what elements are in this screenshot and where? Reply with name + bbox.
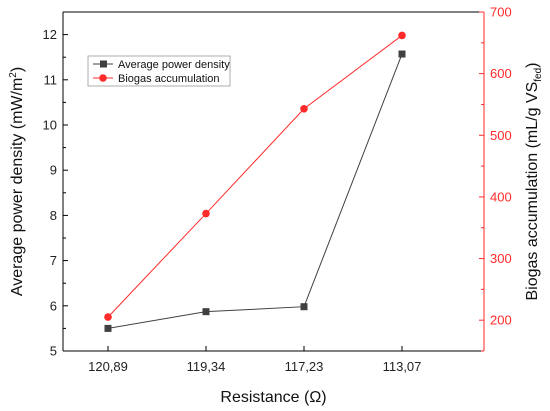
x-tick-label: 120,89	[88, 359, 128, 374]
data-point-square	[104, 324, 112, 332]
legend-marker-circle	[99, 74, 107, 82]
x-tick-label: 113,07	[383, 359, 422, 374]
data-point-circle	[300, 104, 308, 113]
left-tick-label: 10	[43, 118, 57, 133]
data-point-square	[300, 303, 308, 311]
legend-label-1: Average power density	[118, 59, 230, 71]
plot-area: 5 6 7 8 9 10 11 12 200 300 400 500 600 700 120,89 119,3…	[8, 5, 544, 407]
data-point-circle	[202, 209, 210, 218]
right-tick-label: 500	[490, 128, 512, 143]
x-tick-label: 119,34	[187, 359, 226, 374]
legend-box	[87, 55, 231, 87]
left-tick-label: 8	[50, 208, 57, 223]
data-point-circle	[398, 31, 406, 40]
left-axis-title: Average power density (mW/m2)	[8, 67, 26, 296]
left-tick-label: 7	[50, 253, 57, 268]
left-tick-label: 12	[43, 27, 57, 42]
left-tick-label: 9	[50, 163, 57, 178]
right-axis-title: Biogas accumulation (mL/g VSfed)	[524, 62, 544, 300]
legend-marker-square	[100, 60, 107, 68]
right-tick-label: 200	[490, 313, 512, 328]
legend-label-2: Biogas accumulation	[118, 73, 220, 85]
series-line-2	[107, 35, 403, 318]
x-tick-label: 117,23	[285, 359, 324, 374]
right-tick-label: 300	[490, 251, 512, 266]
left-tick-label: 11	[44, 72, 58, 87]
left-tick-label: 6	[50, 298, 57, 313]
data-point-square	[202, 308, 210, 316]
right-tick-label: 400	[490, 189, 512, 204]
series-line-1	[107, 53, 403, 329]
data-point-circle	[104, 313, 112, 321]
left-tick-label: 5	[50, 344, 57, 359]
data-point-square	[398, 50, 406, 58]
right-tick-label: 600	[490, 66, 512, 81]
x-axis-title: Resistance (Ω)	[220, 389, 326, 406]
right-tick-label: 700	[490, 5, 512, 20]
